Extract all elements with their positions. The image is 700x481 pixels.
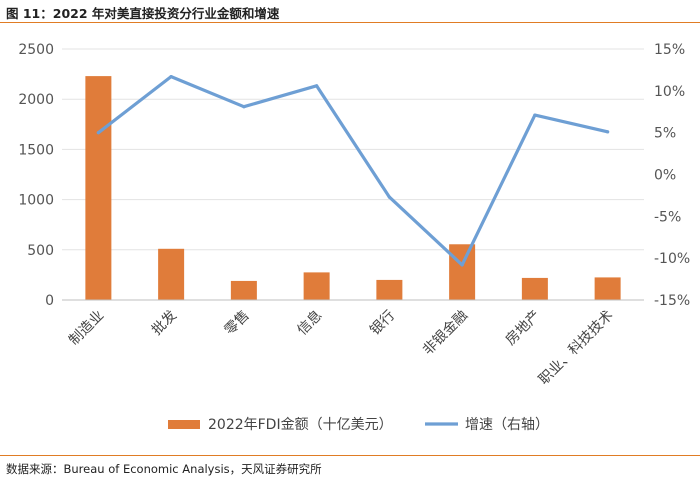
bar <box>85 76 112 300</box>
chart: 0 500 1000 1500 2000 2500 -15% -10% -5% 0% 5% 10% 15… <box>18 42 690 433</box>
x-category-label: 银行 <box>367 308 398 339</box>
line-point <box>242 105 246 109</box>
bar <box>449 244 476 300</box>
x-category-label: 信息 <box>294 307 326 339</box>
growth-line-path <box>96 74 610 267</box>
bar <box>594 277 621 300</box>
legend-bar-label: 2022年FDI金额（十亿美元） <box>208 417 393 433</box>
x-category-label: 房地产 <box>503 308 544 349</box>
y-right-tick: -10% <box>654 251 690 267</box>
line-point <box>169 75 173 79</box>
footer-rule <box>0 455 700 456</box>
line-point <box>387 195 391 199</box>
x-category-label: 批发 <box>149 308 180 339</box>
y-right-tick: 5% <box>654 126 676 142</box>
grid <box>62 48 644 251</box>
line-point <box>96 131 100 135</box>
y-left-tick: 2500 <box>18 42 54 58</box>
legend: 2022年FDI金额（十亿美元） 增速（右轴） <box>168 417 549 433</box>
bars <box>85 76 621 300</box>
line-point <box>460 263 464 267</box>
bar <box>303 272 330 300</box>
bar <box>230 280 257 300</box>
y-right-tick: 10% <box>654 84 685 100</box>
axes: 0 500 1000 1500 2000 2500 -15% -10% -5% 0% 5% 10% 15… <box>18 42 690 388</box>
y-right-tick: 15% <box>654 42 685 58</box>
y-left-tick: 0 <box>45 293 54 309</box>
y-right-tick: -15% <box>654 293 690 309</box>
y-left-tick: 2000 <box>18 92 54 108</box>
legend-line-label: 增速（右轴） <box>465 417 549 433</box>
bar <box>521 277 548 300</box>
bar <box>376 279 403 300</box>
figure-title: 图 11：2022 年对美直接投资分行业金额和增速 <box>6 6 280 21</box>
line-point <box>315 84 319 88</box>
x-category-label: 非银金融 <box>420 308 471 359</box>
x-category-label: 制造业 <box>66 308 107 349</box>
line-point <box>606 130 610 134</box>
x-category-label: 零售 <box>222 308 253 339</box>
y-left-tick: 1500 <box>18 142 54 158</box>
title-rule <box>0 22 700 23</box>
title-bar: 图 11：2022 年对美直接投资分行业金额和增速 <box>0 0 700 22</box>
y-right-tick: -5% <box>654 209 681 225</box>
growth-line <box>96 74 610 267</box>
y-right-tick: 0% <box>654 168 676 184</box>
x-category-label: 职业、科技技术 <box>536 308 617 389</box>
line-point <box>533 113 537 117</box>
bar <box>158 248 185 300</box>
y-left-tick: 1000 <box>18 193 54 209</box>
source-note: 数据来源：Bureau of Economic Analysis，天风证券研究所 <box>6 462 322 476</box>
y-left-tick: 500 <box>27 243 54 259</box>
legend-bar-swatch <box>168 420 200 429</box>
